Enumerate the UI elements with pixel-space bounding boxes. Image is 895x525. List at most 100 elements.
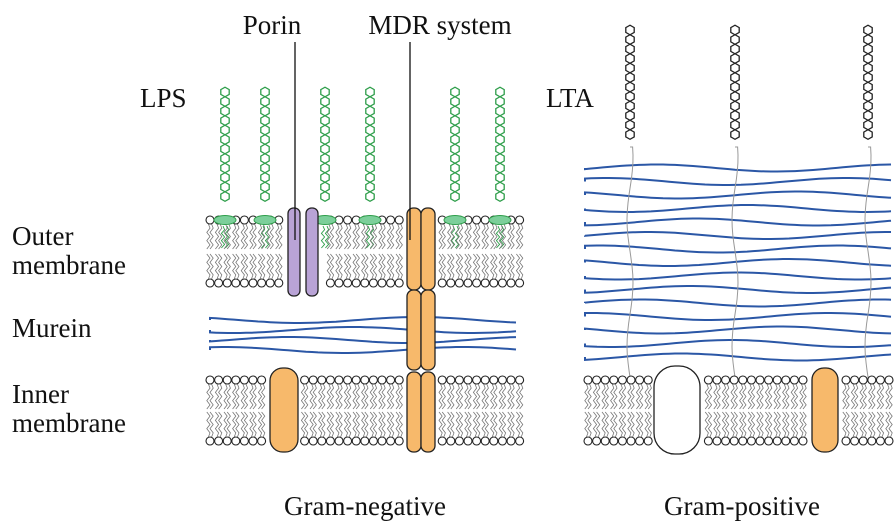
lipid-tail [224, 254, 227, 279]
lipid-tail [800, 384, 803, 409]
lipid-head [447, 376, 455, 384]
lipid-head [747, 376, 755, 384]
lipid-tail [233, 384, 236, 409]
lipid-head [232, 437, 240, 445]
lipid-tail [593, 384, 596, 409]
mdr-protein [421, 208, 435, 290]
lps-chain [496, 192, 504, 202]
lipid-head [782, 437, 790, 445]
lps-chain [261, 144, 269, 154]
lipid-head [490, 437, 498, 445]
lipid-head [851, 437, 859, 445]
lps-chain [221, 144, 229, 154]
lta-chain [626, 73, 634, 83]
lps-chain [496, 125, 504, 135]
lps-chain [366, 192, 374, 202]
lipid-tail [611, 384, 614, 409]
lipid-tail [499, 254, 502, 279]
lipid-head [223, 279, 231, 287]
lipid-head [232, 376, 240, 384]
lipid-head [627, 437, 635, 445]
lipid-tail [877, 384, 880, 409]
lps-chain [366, 87, 374, 97]
lipid-tail [465, 224, 468, 249]
peptidoglycan-strand [585, 246, 891, 253]
lipid-head [885, 376, 893, 384]
lps-chain [221, 116, 229, 126]
lipid-head [455, 376, 463, 384]
lta-chain [864, 44, 872, 54]
lipid-tail [465, 254, 468, 279]
lipid-tail [215, 254, 218, 279]
lipid-head [249, 376, 257, 384]
peptidoglycan-strand [585, 192, 891, 199]
lps-chain [366, 116, 374, 126]
lipid-tail [233, 254, 236, 279]
lipid-tail [336, 384, 339, 409]
lipid-tail [344, 254, 347, 279]
lipid-tail [387, 412, 390, 437]
lps-chain [221, 106, 229, 116]
lipid-head [326, 376, 334, 384]
lipid-tail [439, 224, 442, 249]
peptidoglycan-strand [585, 354, 891, 361]
lipid-tail [593, 412, 596, 437]
lipid-head [301, 376, 309, 384]
lipid-head [765, 376, 773, 384]
lipid-head [206, 216, 214, 224]
lipid-tail [396, 254, 399, 279]
lipid-tail [473, 412, 476, 437]
lipid-tail [516, 384, 519, 409]
lipid-head [361, 376, 369, 384]
lipid-tail [301, 384, 304, 409]
lipid-tail [765, 412, 768, 437]
lps-anchor [265, 226, 268, 248]
lipid-head [782, 376, 790, 384]
lipid-head [344, 216, 352, 224]
lipid-head [395, 437, 403, 445]
lipid-head [438, 437, 446, 445]
lps-chain [321, 163, 329, 173]
lipid-tail [258, 412, 261, 437]
lipid-tail [250, 412, 253, 437]
lipid-tail [585, 412, 588, 437]
lipid-tail [353, 412, 356, 437]
lipid-tail [396, 224, 399, 249]
membrane-protein [812, 368, 838, 452]
lipid-tail [362, 412, 365, 437]
peptidoglycan-strand [585, 232, 891, 239]
lipid-head [378, 437, 386, 445]
lps-anchor [325, 226, 328, 248]
lipid-head [309, 376, 317, 384]
lps-chain [321, 154, 329, 164]
lps-chain [221, 192, 229, 202]
lipid-head [455, 279, 463, 287]
lps-chain [366, 97, 374, 107]
lipid-head [498, 376, 506, 384]
lipid-tail [370, 384, 373, 409]
lipid-tail [456, 384, 459, 409]
lipid-tail [886, 384, 889, 409]
lipid-head [249, 279, 257, 287]
lipid-head [473, 376, 481, 384]
lps-chain [496, 135, 504, 145]
lipid-tail [387, 384, 390, 409]
lipid-tail [301, 412, 304, 437]
lta-chain [864, 130, 872, 140]
lipid-tail [860, 384, 863, 409]
lipid-tail [379, 384, 382, 409]
lipid-tail [774, 384, 777, 409]
lipid-head [344, 376, 352, 384]
lipid-tail [379, 224, 382, 249]
lipid-head [361, 437, 369, 445]
lps-chain [496, 173, 504, 183]
lta-chain [731, 92, 739, 102]
lta-chain [864, 73, 872, 83]
lipid-tail [310, 384, 313, 409]
lipid-head [335, 376, 343, 384]
lipid-tail [310, 412, 313, 437]
lipid-tail [499, 384, 502, 409]
lipid-tail [215, 224, 218, 249]
lps-chain [451, 116, 459, 126]
lipid-tail [585, 384, 588, 409]
